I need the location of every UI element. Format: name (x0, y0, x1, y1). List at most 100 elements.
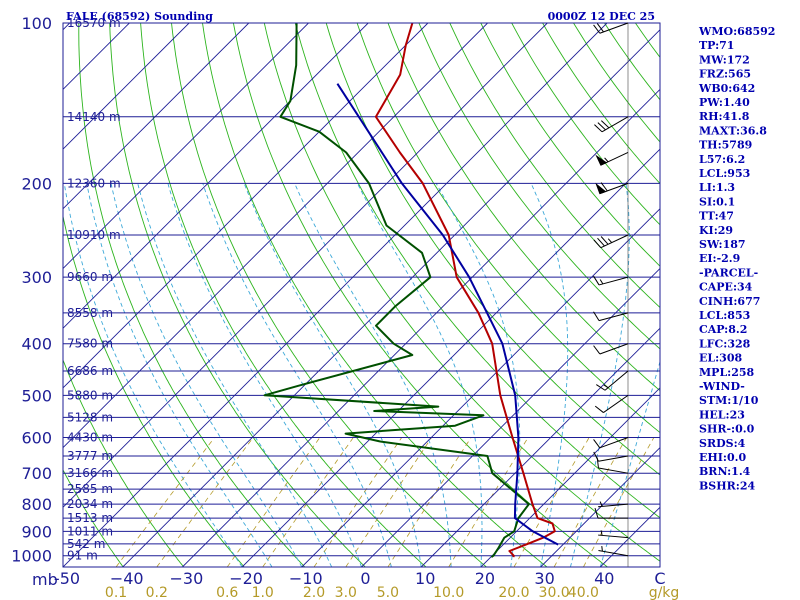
wind-barb (593, 437, 629, 449)
dry-adiabat (387, 23, 660, 392)
index-item: MAXT:36.8 (699, 124, 767, 137)
mixing-ratio-line (513, 437, 590, 567)
index-item: MW:172 (699, 53, 750, 66)
barb-half-flag (599, 501, 603, 507)
mixing-ratio-unit: g/kg (649, 585, 680, 600)
wind-barb (595, 152, 629, 166)
barb-shaft (604, 370, 629, 391)
barb-flag (593, 439, 601, 449)
barb-shaft (598, 312, 629, 322)
mixing-ratio-label: 10.0 (433, 585, 464, 600)
pressure-tick-label: 500 (21, 386, 52, 405)
height-label: 9660 m (67, 270, 113, 284)
barb-flag (594, 124, 603, 133)
mixing-ratio-label: 2.0 (303, 585, 325, 600)
height-label: 2034 m (67, 497, 113, 511)
pressure-tick-label: 700 (21, 464, 52, 483)
temperature-tick-label: 30 (534, 569, 554, 588)
wind-barb (593, 22, 629, 34)
index-item: SHR-:0.0 (699, 423, 755, 436)
mixing-ratio-label: 1.0 (252, 585, 274, 600)
barb-flag (600, 236, 609, 245)
moist-adiabat (294, 183, 452, 567)
mixing-ratio-label: 40.0 (568, 585, 599, 600)
index-item: MPL:258 (699, 366, 755, 379)
index-item: LI:1.3 (699, 181, 735, 194)
index-item: BRN:1.4 (699, 465, 751, 478)
barb-half-flag (600, 530, 603, 536)
index-item: PW:1.40 (699, 96, 750, 109)
pressure-tick-label: 200 (21, 174, 52, 193)
barb-half-flag (603, 384, 609, 389)
index-item: STM:1/10 (699, 394, 759, 407)
isotherm (63, 23, 608, 567)
mixing-ratio-label: 20.0 (498, 585, 529, 600)
index-item: -WIND- (699, 380, 745, 393)
mixing-ratio-line (226, 437, 321, 567)
barb-shaft (598, 455, 629, 462)
mixing-ratio-line (583, 437, 655, 567)
temperature-tick-label: 0 (360, 569, 370, 588)
barb-flag (593, 451, 599, 462)
pressure-tick-label: 800 (21, 495, 52, 514)
index-item: FRZ:565 (699, 68, 751, 81)
index-item: EI:-2.9 (699, 252, 740, 265)
mixing-ratio-label: 0.6 (216, 585, 238, 600)
wind-barb (598, 501, 629, 508)
height-label: 16570 m (67, 16, 121, 30)
index-item: HEL:23 (699, 408, 745, 421)
wind-barb (596, 370, 629, 391)
height-label: 4430 m (67, 431, 113, 445)
isotherm (480, 387, 660, 567)
index-item: CAP:8.2 (699, 323, 747, 336)
mixing-ratio-line (345, 437, 432, 567)
barb-flag (594, 405, 604, 413)
barb-half-flag (599, 279, 604, 285)
dry-adiabat (140, 23, 427, 567)
moist-adiabat (63, 183, 243, 567)
wind-barb (594, 507, 628, 519)
dewpoint-trace (263, 23, 530, 558)
index-item: CAPE:34 (699, 281, 753, 294)
barb-pennant (595, 182, 607, 195)
height-label: 8558 m (67, 306, 113, 320)
dry-adiabat (294, 23, 660, 519)
barb-shaft (599, 22, 629, 34)
pressure-tick-label: 1000 (11, 547, 52, 566)
barb-flag (593, 239, 602, 248)
index-item: TP:71 (699, 39, 734, 52)
isotherm (63, 23, 488, 449)
barb-half-flag (607, 238, 613, 243)
barb-flag (597, 237, 605, 247)
isotherm (63, 23, 309, 270)
index-item: TT:47 (699, 210, 734, 223)
index-item: WMO:68592 (698, 25, 775, 38)
dry-adiabat (480, 23, 660, 267)
index-item: TH:5789 (699, 139, 752, 152)
index-item: LCL:853 (699, 309, 750, 322)
mixing-ratio-line (313, 437, 403, 567)
dry-adiabat (171, 23, 487, 567)
height-label: 1011 m (67, 524, 113, 538)
height-label: 91 m (67, 549, 98, 563)
wind-barb (598, 530, 629, 539)
parcel-trace (336, 83, 559, 546)
index-item: L57:6.2 (699, 153, 745, 166)
isotherm (420, 327, 660, 567)
height-label: 12360 m (67, 176, 121, 190)
barb-flag (596, 23, 604, 33)
barb-shaft (598, 503, 629, 508)
wind-barb (593, 343, 629, 355)
mixing-ratio-label: 5.0 (377, 585, 399, 600)
barb-flag (593, 311, 600, 321)
index-item: LCL:953 (699, 167, 750, 180)
barb-flag (593, 275, 600, 286)
dry-adiabat (63, 214, 245, 567)
index-item: SW:187 (699, 238, 746, 251)
dry-adiabat (109, 23, 366, 567)
sounding-traces (263, 23, 559, 558)
barb-shaft (601, 116, 629, 133)
